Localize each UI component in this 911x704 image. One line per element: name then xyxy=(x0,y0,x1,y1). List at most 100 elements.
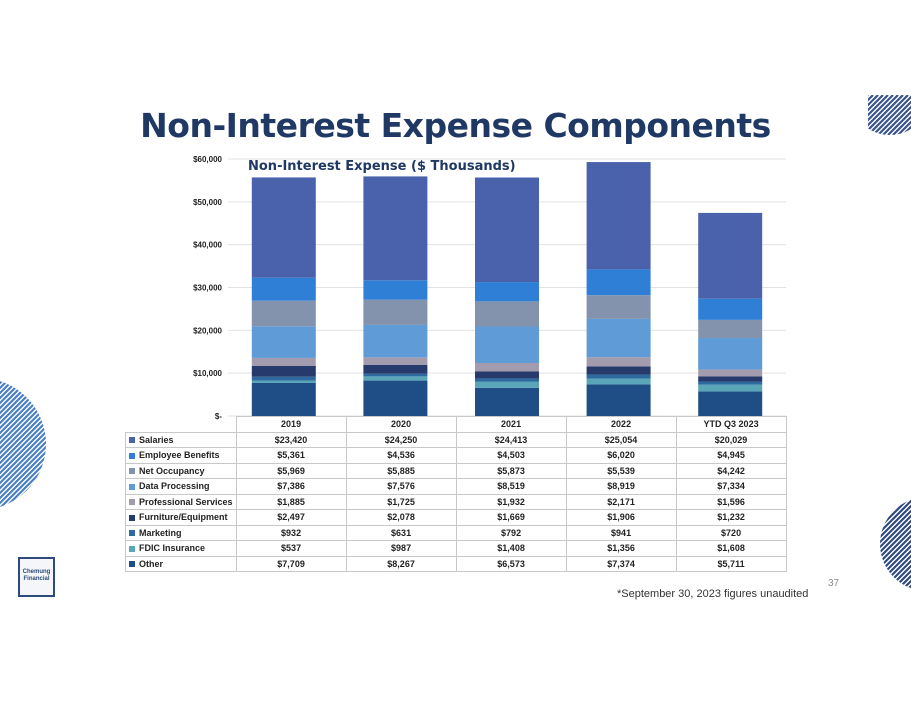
legend-color-key xyxy=(129,499,135,506)
legend-entry: Employee Benefits xyxy=(125,447,237,464)
bar-segment xyxy=(475,371,539,379)
data-label: $2,497 xyxy=(235,509,347,526)
striped-circle-top-right-decoration xyxy=(868,95,911,135)
bar-segment xyxy=(251,300,316,327)
bar-segment xyxy=(586,318,651,358)
bar-segment xyxy=(251,177,316,278)
decoration-stripe xyxy=(877,95,911,135)
bar-segment xyxy=(363,357,428,365)
legend-label: Furniture/Equipment xyxy=(139,512,228,523)
bar-segment xyxy=(363,324,428,358)
decoration-stripe xyxy=(880,497,911,591)
decoration-stripe xyxy=(0,378,41,510)
decoration-stripe xyxy=(0,378,46,510)
data-label: $1,232 xyxy=(675,509,787,526)
legend-entry: Net Occupancy xyxy=(125,462,237,479)
decoration-stripe xyxy=(880,497,911,591)
data-label: $7,709 xyxy=(235,555,347,572)
bar-segment xyxy=(251,277,316,301)
decoration-stripe xyxy=(880,497,911,591)
data-label: $1,885 xyxy=(235,493,347,510)
bar-segment xyxy=(363,380,428,416)
data-label: $24,250 xyxy=(345,431,457,448)
legend-label: Net Occupancy xyxy=(139,465,205,476)
data-label: $24,413 xyxy=(455,431,567,448)
bar-segment xyxy=(251,376,316,381)
decoration-stripe xyxy=(880,497,911,591)
footnote: *September 30, 2023 figures unaudited xyxy=(617,588,809,600)
decoration-stripe xyxy=(892,95,911,135)
bar-segment xyxy=(251,382,316,416)
bar-segment xyxy=(475,326,539,363)
decoration-stripe xyxy=(0,378,46,510)
decoration-stripe xyxy=(0,378,36,510)
data-label: $4,536 xyxy=(345,447,457,464)
data-label: $23,420 xyxy=(235,431,347,448)
bar-segment xyxy=(698,338,763,370)
legend-color-key xyxy=(129,483,135,490)
decoration-stripe xyxy=(868,95,909,135)
data-label: $1,408 xyxy=(455,540,567,557)
x-category-label: YTD Q3 2023 xyxy=(675,416,787,433)
data-label: $720 xyxy=(675,524,787,541)
legend-color-key xyxy=(129,545,135,552)
decoration-stripe xyxy=(882,95,911,135)
decoration-stripe xyxy=(880,497,911,591)
chart-title: Non-Interest Expense ($ Thousands) xyxy=(248,159,516,174)
decoration-stripe xyxy=(0,378,46,510)
decoration-stripe xyxy=(897,95,911,135)
y-tick-label: $30,000 xyxy=(193,284,222,293)
table-row: Professional Services $1,885 $1,725 $1,932 $… xyxy=(125,493,787,510)
x-category-label: 2020 xyxy=(345,416,457,433)
data-label: $2,078 xyxy=(345,509,457,526)
table-row: Furniture/Equipment $2,497 $2,078 $1,669 $1,… xyxy=(125,509,787,526)
data-label: $5,711 xyxy=(675,555,787,572)
striped-circle-left-decoration xyxy=(0,378,46,510)
bar-segment xyxy=(586,269,651,296)
bar-segment xyxy=(698,381,763,385)
table-row: Net Occupancy $5,969 $5,885 $5,873 $5,539 $4,… xyxy=(125,462,787,479)
bar-segment xyxy=(698,298,763,320)
y-tick-label: $20,000 xyxy=(193,326,222,335)
legend-label: Employee Benefits xyxy=(139,450,220,461)
data-label: $5,873 xyxy=(455,462,567,479)
table-row: Employee Benefits $5,361 $4,536 $4,503 $6,02… xyxy=(125,447,787,464)
bar-segment xyxy=(698,369,763,377)
data-label: $1,608 xyxy=(675,540,787,557)
data-label: $5,969 xyxy=(235,462,347,479)
legend-color-key xyxy=(129,452,135,459)
decoration-stripe xyxy=(868,95,884,135)
bar-segment xyxy=(586,295,651,319)
logo-text: Chemung Financial xyxy=(22,569,51,582)
legend-label: Other xyxy=(139,558,164,569)
bar-segment xyxy=(586,384,651,416)
bar-segment xyxy=(251,357,316,366)
bar-segment xyxy=(586,374,651,379)
legend-color-key xyxy=(129,514,135,521)
bar-segment xyxy=(475,362,539,372)
x-category-label: 2022 xyxy=(565,416,677,433)
data-label: $5,885 xyxy=(345,462,457,479)
data-label: $2,171 xyxy=(565,493,677,510)
data-label: $8,519 xyxy=(455,478,567,495)
data-label: $987 xyxy=(345,540,457,557)
legend-label: FDIC Insurance xyxy=(139,543,206,554)
legend-label: Marketing xyxy=(139,527,182,538)
bar-segment xyxy=(586,162,651,270)
data-label: $7,386 xyxy=(235,478,347,495)
legend-color-key xyxy=(129,561,135,568)
decoration-stripe xyxy=(868,95,904,135)
bar-segment xyxy=(363,280,428,300)
data-label: $1,906 xyxy=(565,509,677,526)
bar-segment xyxy=(363,373,428,377)
data-label: $8,919 xyxy=(565,478,677,495)
legend-entry: Other xyxy=(125,555,237,572)
decoration-stripe xyxy=(868,95,889,135)
bar-segment xyxy=(698,391,763,416)
data-label: $5,539 xyxy=(565,462,677,479)
legend-entry: Marketing xyxy=(125,524,237,541)
data-label: $631 xyxy=(345,524,457,541)
decoration-stripe xyxy=(868,95,894,135)
bar-segment xyxy=(363,176,428,281)
y-tick-label: $40,000 xyxy=(193,241,222,250)
